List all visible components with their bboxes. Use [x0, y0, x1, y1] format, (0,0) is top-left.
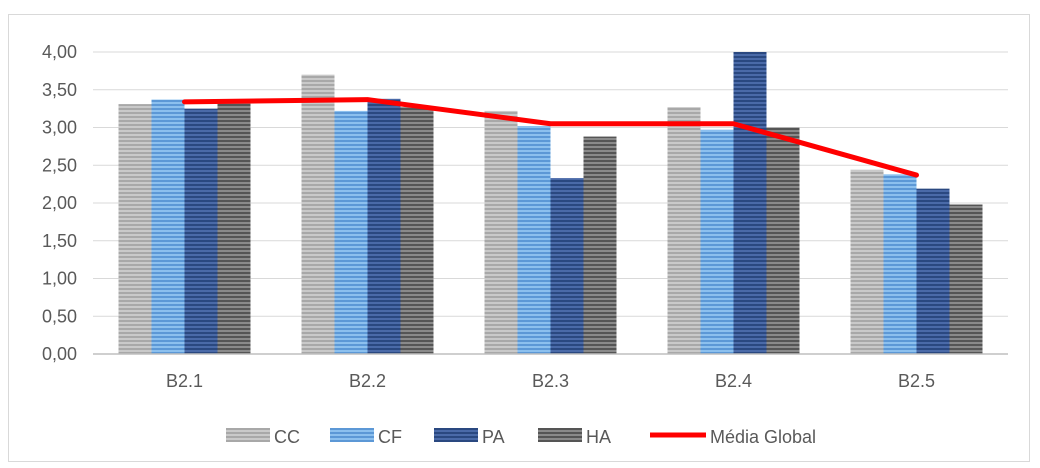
y-tick-label: 2,00 — [42, 193, 77, 213]
legend-swatch-cf — [330, 428, 374, 442]
bar-pa-b2-1 — [184, 108, 218, 354]
legend-label-cf: CF — [378, 427, 402, 447]
bar-pa-b2-4 — [733, 52, 767, 354]
y-tick-label: 4,00 — [42, 42, 77, 62]
x-tick-label: B2.1 — [166, 371, 203, 391]
y-tick-label: 0,00 — [42, 344, 77, 364]
y-tick-label: 0,50 — [42, 306, 77, 326]
bar-ha-b2-2 — [400, 107, 434, 355]
bar-cf-b2-2 — [334, 110, 368, 354]
y-tick-label: 3,50 — [42, 80, 77, 100]
bar-ha-b2-4 — [766, 127, 800, 354]
bar-pa-b2-2 — [367, 98, 401, 354]
bar-cf-b2-1 — [151, 99, 185, 354]
bar-ha-b2-3 — [583, 136, 617, 354]
legend-label-ha: HA — [586, 427, 611, 447]
bar-cc-b2-1 — [118, 104, 152, 354]
legend-label-cc: CC — [274, 427, 300, 447]
y-tick-label: 1,50 — [42, 231, 77, 251]
bar-ha-b2-1 — [217, 100, 251, 354]
bar-cf-b2-3 — [517, 125, 551, 355]
x-tick-label: B2.2 — [349, 371, 386, 391]
y-tick-label: 3,00 — [42, 118, 77, 138]
legend-swatch-cc — [226, 428, 270, 442]
x-tick-label: B2.5 — [898, 371, 935, 391]
bar-cc-b2-2 — [301, 74, 335, 355]
bar-cf-b2-4 — [700, 129, 734, 354]
y-tick-label: 2,50 — [42, 155, 77, 175]
bar-pa-b2-3 — [550, 178, 584, 354]
x-tick-label: B2.3 — [532, 371, 569, 391]
legend-swatch-ha — [538, 428, 582, 442]
bar-pa-b2-5 — [916, 188, 950, 354]
bar-cc-b2-4 — [667, 107, 701, 355]
x-tick-label: B2.4 — [715, 371, 752, 391]
legend-label-pa: PA — [482, 427, 505, 447]
legend-label-media-global: Média Global — [710, 427, 816, 447]
line-media-global — [182, 97, 919, 178]
legend-swatch-pa — [434, 428, 478, 442]
bar-ha-b2-5 — [949, 204, 983, 354]
bar-cc-b2-3 — [484, 110, 518, 354]
bar-cf-b2-5 — [883, 174, 917, 354]
y-tick-label: 1,00 — [42, 269, 77, 289]
bar-cc-b2-5 — [850, 169, 884, 354]
